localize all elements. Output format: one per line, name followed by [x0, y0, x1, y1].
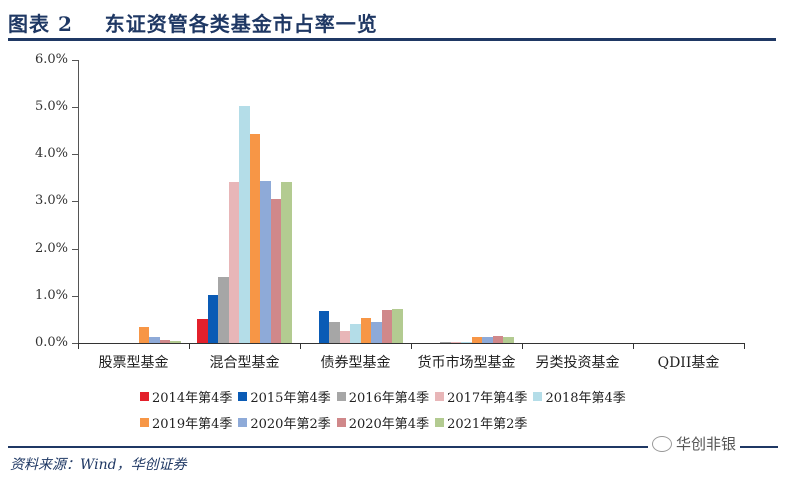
bar — [329, 321, 340, 343]
y-tick-label: 2.0% — [34, 240, 68, 256]
bar — [149, 337, 160, 343]
bar — [471, 337, 483, 343]
source-note: 资料来源：Wind，华创证券 — [10, 457, 187, 473]
legend-item: 2015年第4季 — [238, 387, 331, 406]
legend-item: 2014年第4季 — [140, 387, 232, 406]
legend-item: 2020年第4季 — [336, 413, 430, 432]
bar — [260, 180, 271, 343]
x-tick-mark — [411, 343, 412, 349]
x-tick-mark — [78, 343, 79, 349]
legend-label: 2018年第4季 — [545, 391, 626, 406]
bar — [503, 337, 514, 343]
legend-label: 2014年第4季 — [152, 391, 233, 406]
legend-swatch — [238, 418, 248, 427]
legend-label: 2021年第2季 — [447, 417, 528, 432]
bar — [392, 309, 403, 343]
bar — [492, 335, 504, 343]
y-tick-mark — [72, 343, 78, 344]
y-tick-mark — [72, 201, 78, 203]
legend-swatch — [140, 392, 149, 401]
bar — [360, 317, 372, 343]
y-tick-mark — [72, 59, 78, 61]
x-tick-mark — [633, 343, 634, 349]
x-category-label: 另类投资基金 — [535, 355, 620, 371]
x-category-label: 股票型基金 — [98, 355, 169, 371]
legend-row: 2019年第4季 2020年第2季 2020年第4季 2021年第2季 — [140, 413, 529, 432]
legend-item: 2016年第4季 — [336, 387, 430, 406]
y-tick-mark — [72, 248, 78, 250]
watermark-text: 华创非银 — [676, 435, 737, 453]
y-tick-mark — [72, 154, 78, 156]
legend-row: 2014年第4季 2015年第4季 2016年第4季 2017年第4季 2018年第4季 — [140, 387, 628, 406]
y-tick-label: 6.0% — [34, 51, 68, 67]
y-tick-label: 5.0% — [34, 99, 68, 114]
legend-label: 2016年第4季 — [348, 391, 430, 406]
legend-label: 2015年第4季 — [250, 391, 331, 406]
bar — [318, 311, 330, 343]
bar — [281, 181, 292, 343]
bar — [159, 340, 171, 343]
legend-swatch — [238, 392, 248, 401]
bar — [249, 134, 261, 343]
legend-label: 2020年第4季 — [348, 417, 430, 432]
bar — [461, 341, 472, 343]
bar — [228, 181, 240, 343]
x-tick-mark — [744, 343, 745, 349]
bar — [197, 319, 208, 343]
bar — [207, 294, 219, 343]
bar — [138, 327, 150, 343]
y-tick-label: 1.0% — [34, 287, 68, 303]
x-tick-mark — [300, 343, 301, 349]
y-tick-label: 0.0% — [34, 335, 68, 350]
bar — [350, 324, 361, 343]
y-axis — [78, 60, 79, 344]
title-divider — [8, 38, 776, 41]
y-tick-label: 3.0% — [34, 193, 68, 209]
y-tick-mark — [72, 295, 78, 297]
x-category-label: 债券型基金 — [320, 355, 391, 371]
legend-label: 2020年第2季 — [250, 417, 331, 432]
legend-swatch — [140, 418, 149, 427]
legend-label: 2019年第4季 — [152, 417, 233, 432]
legend-item: 2019年第4季 — [140, 413, 232, 432]
legend-swatch — [336, 418, 346, 427]
bar — [170, 341, 181, 343]
legend-item: 2020年第2季 — [238, 413, 331, 432]
legend-swatch — [435, 418, 445, 427]
x-category-label: 货币市场型基金 — [417, 355, 516, 371]
legend-swatch — [533, 392, 543, 401]
y-tick-mark — [72, 107, 78, 108]
bar — [239, 106, 250, 343]
bar — [482, 337, 493, 343]
bar — [339, 331, 351, 343]
bar — [381, 309, 393, 343]
bar — [450, 342, 462, 343]
x-tick-mark — [189, 343, 190, 349]
watermark: 华创非银 — [648, 433, 741, 454]
legend-swatch — [336, 392, 346, 401]
bar — [440, 342, 451, 343]
footer-divider — [8, 446, 778, 448]
x-category-label: 混合型基金 — [209, 355, 280, 371]
bar — [270, 198, 282, 343]
figure-title: 图表 2 东证资管各类基金市占率一览 — [8, 12, 378, 36]
bar — [218, 276, 229, 343]
x-tick-mark — [522, 343, 523, 349]
legend-item: 2017年第4季 — [435, 387, 527, 406]
legend-swatch — [435, 392, 445, 401]
y-tick-label: 4.0% — [34, 146, 68, 162]
bar — [371, 321, 382, 343]
legend-item: 2018年第4季 — [533, 387, 626, 406]
wechat-icon — [652, 435, 672, 452]
legend-item: 2021年第2季 — [435, 413, 527, 432]
x-category-label: QDII基金 — [657, 355, 720, 371]
legend-label: 2017年第4季 — [447, 391, 528, 406]
